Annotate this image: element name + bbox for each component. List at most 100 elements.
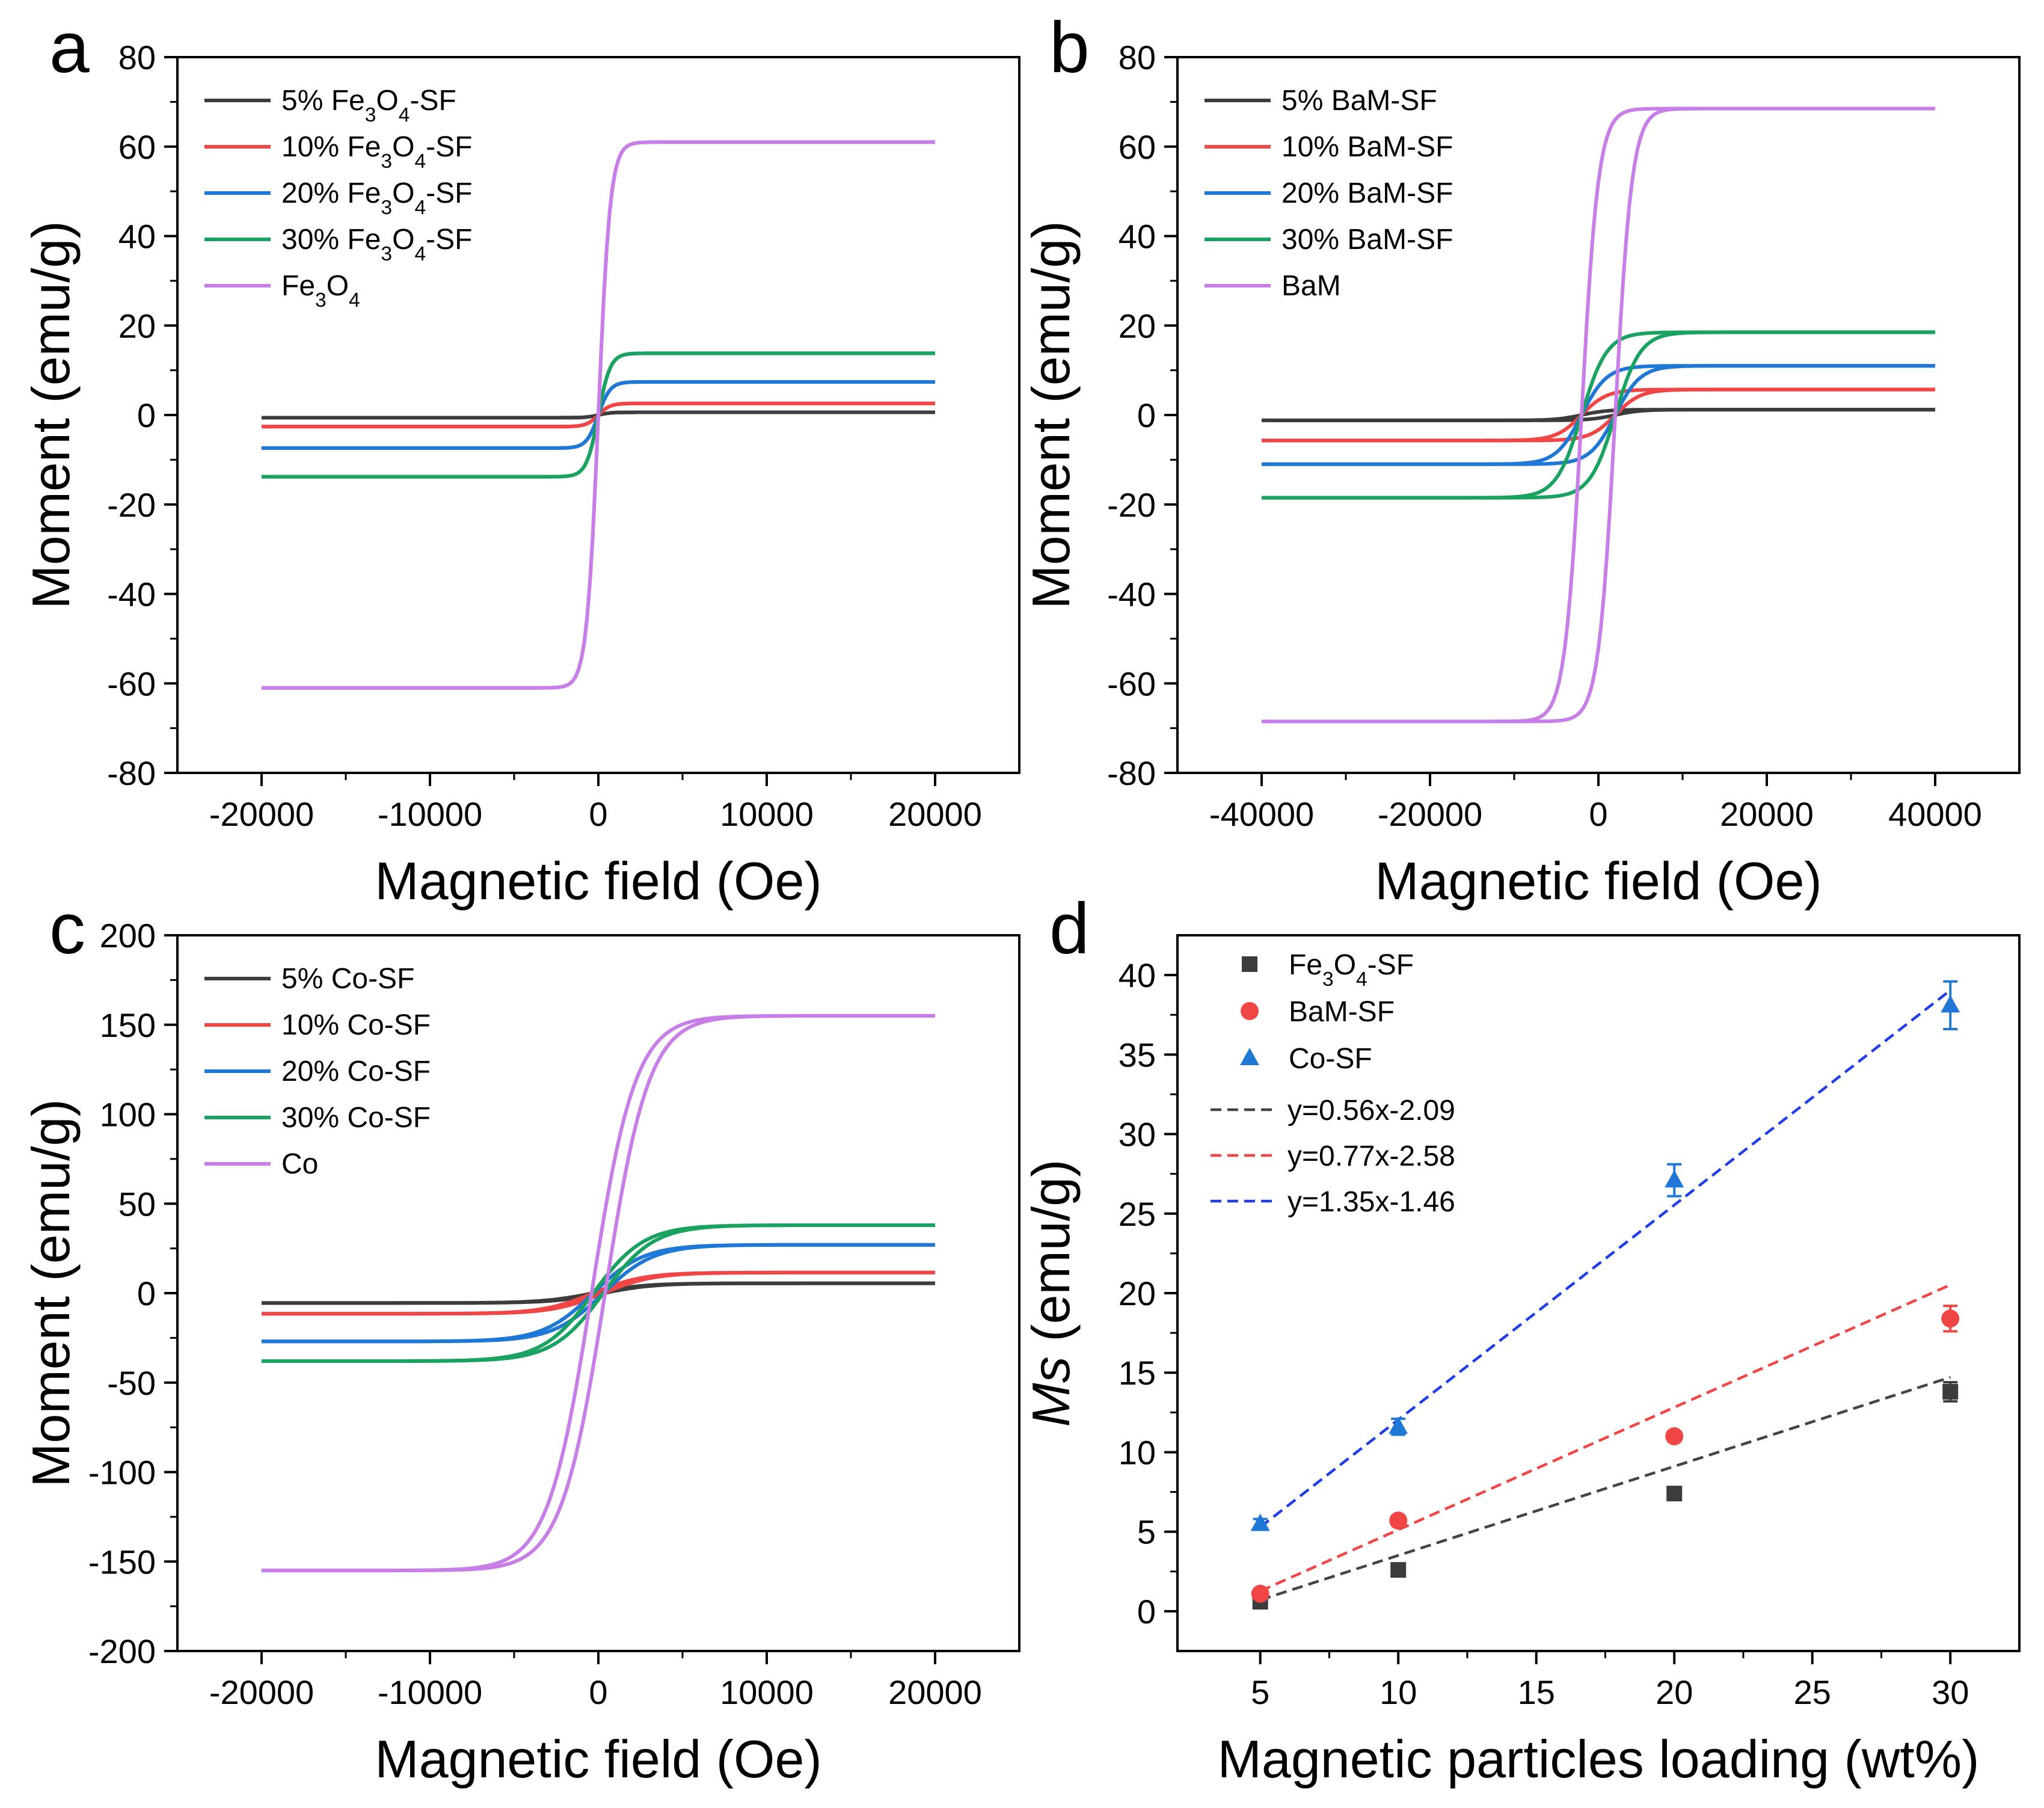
legend-label: 20% Co-SF: [281, 1056, 431, 1087]
y-tick-label: -50: [107, 1364, 156, 1402]
series-line-20-bam-sf-descending: [1262, 364, 1935, 466]
x-tick-label: 20000: [888, 795, 982, 833]
y-tick-label: 50: [118, 1185, 156, 1223]
y-tick-label: 20: [118, 307, 156, 345]
x-tick-label: 10000: [720, 795, 814, 833]
series-line-5-bam-sf-descending: [1262, 408, 1935, 422]
fit-line: [1260, 1376, 1951, 1602]
x-tick-label: -20000: [209, 795, 314, 833]
data-point-circle: [1251, 1584, 1269, 1603]
data-point-triangle: [1389, 1416, 1408, 1434]
y-tick-label: 15: [1119, 1354, 1156, 1392]
x-axis-label: Magnetic particles loading (wt%): [1218, 1729, 1980, 1789]
x-tick-label: 30: [1932, 1673, 1969, 1711]
y-tick-label: 40: [1119, 218, 1156, 256]
series-line-20-bam-sf-ascending: [1262, 364, 1935, 466]
data-point-circle: [1941, 1309, 1960, 1328]
y-tick-label: 0: [1137, 396, 1156, 434]
fit-line: [1259, 1284, 1951, 1593]
x-tick-label: -40000: [1209, 795, 1314, 833]
legend-marker: [1240, 1048, 1259, 1065]
y-axis-label: Moment (emu/g): [21, 221, 81, 609]
legend-label: 10% Fe3O4-SF: [281, 131, 472, 173]
x-tick-label: 10000: [720, 1673, 814, 1711]
x-axis-label: Magnetic field (Oe): [375, 851, 821, 911]
legend-label: Co-SF: [1289, 1043, 1372, 1075]
y-tick-label: -150: [88, 1543, 156, 1581]
x-axis-label: Magnetic field (Oe): [1375, 851, 1821, 911]
series-line-bam-descending: [1262, 106, 1935, 724]
y-tick-label: 200: [100, 917, 156, 955]
x-tick-label: 15: [1518, 1673, 1555, 1711]
y-tick-label: 40: [118, 218, 156, 256]
legend-label: 5% Co-SF: [281, 963, 414, 995]
data-point-circle: [1389, 1511, 1408, 1530]
data-point-triangle: [1941, 995, 1960, 1013]
x-tick-label: 20: [1656, 1673, 1693, 1711]
x-tick-label: 20000: [1720, 795, 1814, 833]
legend-fit-label: y=0.77x-2.58: [1287, 1140, 1455, 1172]
y-tick-label: -200: [88, 1632, 156, 1670]
legend-label: BaM-SF: [1289, 996, 1395, 1028]
data-point-triangle: [1665, 1170, 1684, 1188]
fit-line: [1259, 989, 1951, 1528]
y-tick-label: 10: [1119, 1433, 1156, 1471]
y-tick-label: 100: [100, 1096, 156, 1134]
panel-b: b -40000 -20000 0 20000 40000 -80 -60 -40 -20 0 20 4…: [1021, 7, 2021, 911]
y-tick-label: -20: [1107, 486, 1156, 524]
panel-label-a: a: [49, 7, 90, 88]
series-line-10-co-sf-descending: [262, 1270, 935, 1316]
x-tick-label: -20000: [1378, 795, 1482, 833]
y-tick-label: -80: [107, 754, 156, 792]
legend-label: 30% BaM-SF: [1281, 224, 1453, 256]
y-tick-label: -60: [107, 665, 156, 703]
y-tick-label: -20: [107, 486, 156, 524]
plot-frame: [1176, 56, 2021, 774]
y-tick-label: 80: [1119, 38, 1156, 76]
panel-c: c -20000 -10000 0 10000 20000 -200 -150 -100 -50 0…: [21, 888, 1020, 1789]
y-tick-label: 25: [1119, 1195, 1156, 1233]
legend-label: Fe3O4: [281, 270, 360, 312]
y-tick-label: 60: [118, 128, 156, 166]
x-tick-label: 40000: [1888, 795, 1982, 833]
x-tick-label: 20000: [888, 1673, 982, 1711]
y-axis-label: Moment (emu/g): [1021, 221, 1081, 609]
legend-fit-label: y=1.35x-1.46: [1287, 1186, 1455, 1218]
data-point-square: [1942, 1383, 1959, 1400]
y-tick-label: -100: [88, 1454, 156, 1492]
legend-label: Fe3O4-SF: [1289, 949, 1414, 991]
legend-label: 30% Co-SF: [281, 1102, 431, 1134]
panel-a: a -20000 -10000 0 10000 20000 -80 -60 -40 -20 0 20 4…: [21, 7, 1020, 911]
y-tick-label: 150: [100, 1006, 156, 1044]
series-line-10-bam-sf-descending: [1262, 387, 1935, 443]
legend-label: Co: [281, 1148, 318, 1180]
y-tick-label: 0: [137, 396, 156, 434]
y-tick-label: 80: [118, 38, 156, 76]
panel-label-d: d: [1049, 888, 1090, 969]
series-line-co-descending: [262, 1013, 935, 1573]
legend-label: 20% Fe3O4-SF: [281, 177, 472, 219]
panel-d: d 5 10 15 20 25 30 0 5 10 15 20 25 30 35 40 Magnetic par…: [1021, 888, 2021, 1789]
legend-marker: [1241, 1002, 1259, 1020]
x-tick-label: 0: [589, 1673, 607, 1711]
x-tick-label: 10: [1380, 1673, 1417, 1711]
series-line-10-bam-sf-ascending: [1262, 387, 1935, 443]
data-point-square: [1666, 1486, 1683, 1502]
legend-label: BaM: [1281, 270, 1341, 302]
legend-label: 20% BaM-SF: [1281, 177, 1453, 209]
y-tick-label: -80: [1107, 754, 1156, 792]
y-tick-label: 60: [1119, 128, 1156, 166]
y-axis-label: Ms (emu/g): [1021, 1160, 1081, 1427]
x-tick-label: -20000: [209, 1673, 314, 1711]
legend-marker: [1242, 956, 1257, 972]
y-tick-label: 20: [1119, 1275, 1156, 1312]
y-tick-label: 30: [1119, 1116, 1156, 1154]
x-tick-label: 25: [1794, 1673, 1831, 1711]
y-tick-label: -40: [107, 576, 156, 613]
legend-label: 10% BaM-SF: [1281, 131, 1453, 163]
data-point-triangle: [1250, 1513, 1270, 1531]
x-tick-label: -10000: [378, 1673, 482, 1711]
legend-label: 10% Co-SF: [281, 1009, 431, 1041]
panel-label-c: c: [49, 888, 85, 969]
